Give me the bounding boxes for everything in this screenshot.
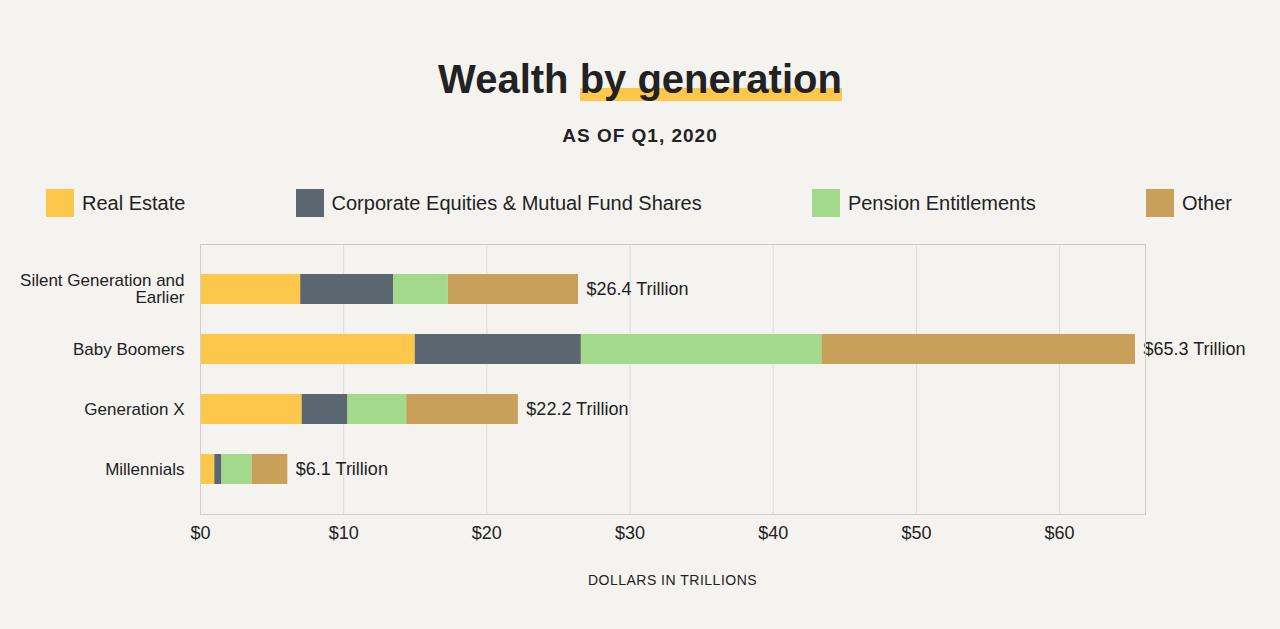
- svg-text:$30: $30: [615, 523, 645, 543]
- svg-text:$6.1 Trillion: $6.1 Trillion: [296, 459, 388, 479]
- svg-text:$20: $20: [472, 523, 502, 543]
- svg-text:$0: $0: [190, 523, 210, 543]
- svg-text:Generation X: Generation X: [84, 400, 184, 419]
- html-text:Pension Entitlements: Pension Entitlements: [847, 191, 1036, 214]
- html-text:Real Estate: Real Estate: [82, 191, 186, 214]
- html-text:Corporate Equities & Mutual Fu: Corporate Equities & Mutual Fund Shares: [331, 191, 702, 214]
- html-text:DOLLARS IN TRILLIONS: DOLLARS IN TRILLIONS: [587, 572, 758, 588]
- html-text:Other: Other: [1182, 191, 1232, 214]
- svg-text:$60: $60: [1045, 523, 1075, 543]
- html-text:AS OF Q1, 2020: AS OF Q1, 2020: [562, 125, 718, 146]
- svg-text:Silent Generation andEarlier: Silent Generation andEarlier: [20, 271, 185, 307]
- html-text:Wealth by generation: Wealth by generation: [438, 57, 842, 101]
- svg-text:$50: $50: [901, 523, 931, 543]
- svg-text:$22.2 Trillion: $22.2 Trillion: [526, 399, 628, 419]
- svg-text:$40: $40: [758, 523, 788, 543]
- svg-text:$26.4 Trillion: $26.4 Trillion: [587, 279, 689, 299]
- svg-text:$10: $10: [329, 523, 359, 543]
- svg-text:Baby Boomers: Baby Boomers: [73, 340, 185, 359]
- svg-text:Millennials: Millennials: [105, 460, 184, 479]
- svg-text:$65.3 Trillion: $65.3 Trillion: [1143, 339, 1245, 359]
